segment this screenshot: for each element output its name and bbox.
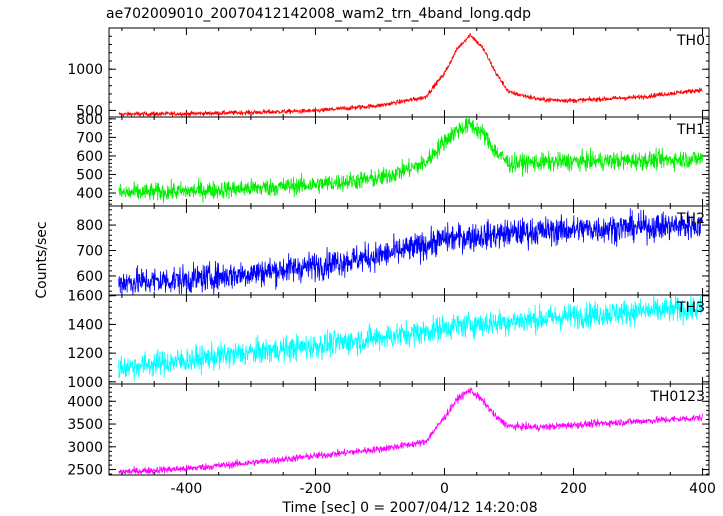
panel-label: TH2: [676, 211, 705, 227]
x-tick-label: -200: [300, 481, 332, 497]
panel-th0: 500 1000 TH0: [67, 27, 710, 119]
series-line-th2: [118, 208, 703, 296]
y-tick-label: 1000: [67, 62, 103, 78]
series-line-th0123: [118, 387, 703, 476]
y-tick-label: 1600: [67, 289, 103, 305]
y-tick-label: 800: [76, 218, 103, 234]
panel-th1: 400 500 600 700 800 TH1: [76, 112, 710, 207]
x-tick-label: 400: [689, 481, 716, 497]
y-tick-label: 3000: [67, 440, 103, 456]
series-line-th1: [118, 116, 703, 204]
series-line-th0: [118, 32, 703, 118]
y-tick-label: 600: [76, 269, 103, 285]
x-tick-label: 200: [560, 481, 587, 497]
y-axis-label: Counts/sec: [34, 221, 50, 298]
y-tick-label: 600: [76, 149, 103, 165]
y-tick-label: 1200: [67, 346, 103, 362]
y-tick-label: 700: [76, 244, 103, 260]
series-line-th3: [118, 294, 703, 382]
x-axis-label: Time [sec] 0 = 2007/04/12 14:20:08: [281, 500, 537, 516]
y-tick-label: 700: [76, 130, 103, 146]
y-tick-label: 400: [76, 186, 103, 202]
panel-label: TH3: [676, 300, 705, 316]
plot-title: ae702009010_20070412142008_wam2_trn_4ban…: [106, 6, 531, 22]
x-tick-label: -400: [171, 481, 203, 497]
panel-label: TH0: [676, 33, 705, 49]
panel-frame: [108, 383, 710, 476]
panel-th3: 1000 1200 1400 1600 TH3: [67, 289, 710, 391]
panel-th2: 600 700 800 TH2: [76, 205, 710, 296]
y-tick-label: 2500: [67, 463, 103, 479]
y-tick-label: 1000: [67, 375, 103, 391]
y-tick-label: 500: [76, 167, 103, 183]
panel-label: TH1: [676, 122, 705, 138]
y-tick-label: 500: [76, 103, 103, 119]
panels-group: 500 1000 TH0 400 500 600 700 800 TH1 600 700 800 TH2…: [67, 27, 710, 479]
y-tick-label: 3500: [67, 417, 103, 433]
x-tick-labels: -400 -200 0 200 400: [171, 481, 716, 497]
x-tick-label: 0: [440, 481, 449, 497]
y-tick-label: 1400: [67, 317, 103, 333]
y-tick-label: 800: [76, 112, 103, 128]
panel-frame: [108, 27, 710, 118]
panel-th0123: 2500 3000 3500 4000 TH0123: [67, 383, 710, 479]
panel-label: TH0123: [649, 389, 705, 405]
y-tick-label: 4000: [67, 394, 103, 410]
